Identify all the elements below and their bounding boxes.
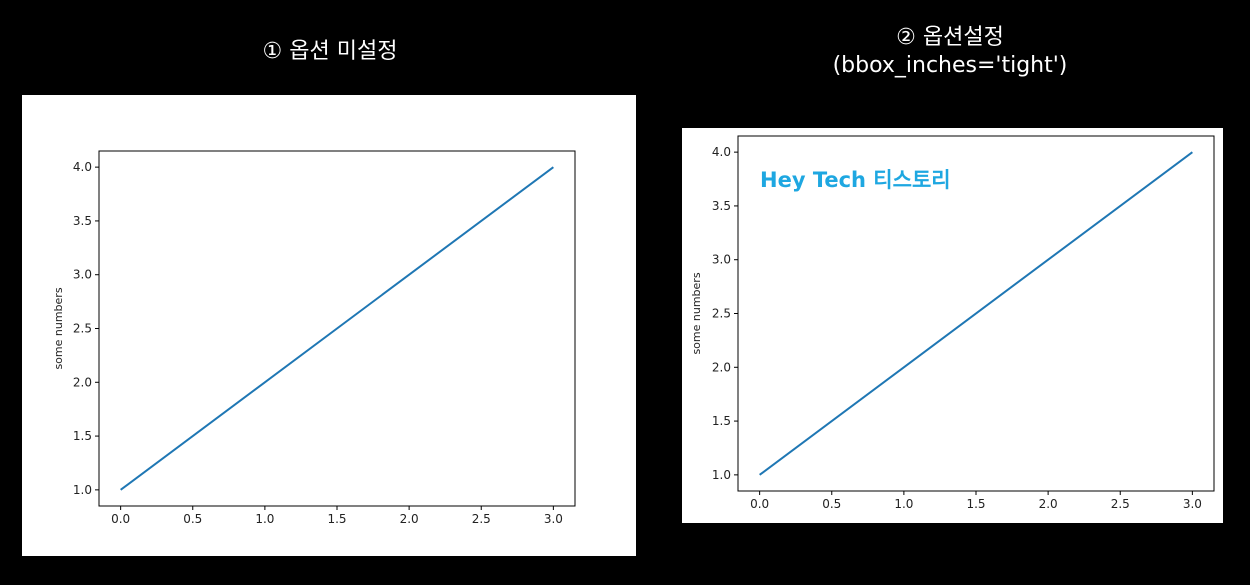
watermark-text: Hey Tech 티스토리	[760, 168, 951, 192]
y-tick-label-6: 4.0	[73, 160, 92, 174]
left-line-chart: 0.0 0.5 1.0 1.5 2.0 2.5 3.0 1.0 1.5 2.0 2.5 3.0 3.5 4…	[52, 150, 576, 526]
y-tick-label-3: 2.5	[73, 322, 92, 336]
y-tick-label-3: 2.5	[712, 307, 731, 321]
y-axis-label: some numbers	[690, 272, 703, 354]
y-tick-label-0: 1.0	[712, 468, 731, 482]
right-chart-heading: ② 옵션설정 (bbox_inches='tight')	[760, 24, 1140, 80]
series-line-0	[759, 151, 1193, 476]
x-tick-label-1: 0.5	[822, 497, 841, 511]
y-tick-label-0: 1.0	[73, 483, 92, 497]
x-tick-label-6: 3.0	[544, 512, 563, 526]
right-line-chart: 0.0 0.5 1.0 1.5 2.0 2.5 3.0 1.0 1.5 2.0 2.5 3.0 3.5 4…	[690, 135, 1215, 511]
left-heading-text: ① 옵션 미설정	[262, 39, 398, 64]
x-tick-label-0: 0.0	[111, 512, 130, 526]
x-tick-label-5: 2.5	[1111, 497, 1130, 511]
x-tick-label-6: 3.0	[1183, 497, 1202, 511]
series-line-0	[120, 166, 554, 491]
left-chart-panel: 0.0 0.5 1.0 1.5 2.0 2.5 3.0 1.0 1.5 2.0 2.5 3.0 3.5 4…	[22, 95, 636, 556]
y-axis-label: some numbers	[52, 287, 65, 369]
x-tick-label-2: 1.0	[255, 512, 274, 526]
y-tick-label-2: 2.0	[73, 375, 92, 389]
y-tick-label-6: 4.0	[712, 145, 731, 159]
y-tick-label-5: 3.5	[73, 214, 92, 228]
right-heading-line1: ② 옵션설정	[896, 25, 1004, 50]
x-tick-label-3: 1.5	[966, 497, 985, 511]
y-tick-label-2: 2.0	[712, 360, 731, 374]
y-tick-label-1: 1.5	[73, 429, 92, 443]
x-tick-label-2: 1.0	[894, 497, 913, 511]
y-tick-label-5: 3.5	[712, 199, 731, 213]
y-tick-label-4: 3.0	[73, 268, 92, 282]
x-tick-label-1: 0.5	[183, 512, 202, 526]
left-chart-heading: ① 옵션 미설정	[140, 38, 520, 66]
y-tick-label-1: 1.5	[712, 414, 731, 428]
x-tick-label-5: 2.5	[472, 512, 491, 526]
x-tick-label-0: 0.0	[750, 497, 769, 511]
x-tick-label-4: 2.0	[1039, 497, 1058, 511]
x-tick-label-4: 2.0	[400, 512, 419, 526]
right-chart-panel: 0.0 0.5 1.0 1.5 2.0 2.5 3.0 1.0 1.5 2.0 2.5 3.0 3.5 4…	[682, 128, 1223, 523]
right-heading-line2: (bbox_inches='tight')	[832, 53, 1068, 78]
y-tick-label-4: 3.0	[712, 253, 731, 267]
x-tick-label-3: 1.5	[327, 512, 346, 526]
